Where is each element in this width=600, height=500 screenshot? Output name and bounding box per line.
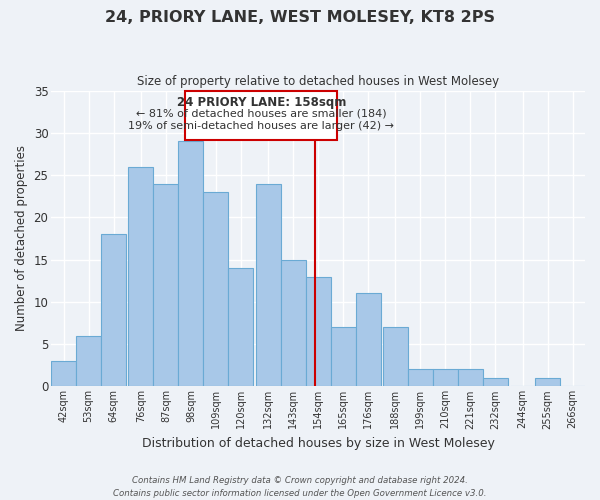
Bar <box>178 142 203 386</box>
Bar <box>128 166 154 386</box>
Title: Size of property relative to detached houses in West Molesey: Size of property relative to detached ho… <box>137 75 499 88</box>
Text: Contains HM Land Registry data © Crown copyright and database right 2024.
Contai: Contains HM Land Registry data © Crown c… <box>113 476 487 498</box>
Y-axis label: Number of detached properties: Number of detached properties <box>15 146 28 332</box>
Bar <box>305 276 331 386</box>
Bar <box>331 327 356 386</box>
Text: ← 81% of detached houses are smaller (184): ← 81% of detached houses are smaller (18… <box>136 108 386 118</box>
Bar <box>229 268 253 386</box>
Bar <box>281 260 305 386</box>
Bar <box>458 370 483 386</box>
Bar <box>51 361 76 386</box>
Bar <box>356 294 380 386</box>
Text: 24, PRIORY LANE, WEST MOLESEY, KT8 2PS: 24, PRIORY LANE, WEST MOLESEY, KT8 2PS <box>105 10 495 25</box>
Bar <box>76 336 101 386</box>
Bar <box>433 370 458 386</box>
Bar <box>203 192 229 386</box>
Bar <box>256 184 281 386</box>
Bar <box>483 378 508 386</box>
Bar <box>154 184 178 386</box>
Bar <box>101 234 126 386</box>
Bar <box>383 327 408 386</box>
Text: 24 PRIORY LANE: 158sqm: 24 PRIORY LANE: 158sqm <box>176 96 346 108</box>
FancyBboxPatch shape <box>185 90 337 140</box>
X-axis label: Distribution of detached houses by size in West Molesey: Distribution of detached houses by size … <box>142 437 494 450</box>
Bar <box>535 378 560 386</box>
Text: 19% of semi-detached houses are larger (42) →: 19% of semi-detached houses are larger (… <box>128 121 394 131</box>
Bar <box>408 370 433 386</box>
